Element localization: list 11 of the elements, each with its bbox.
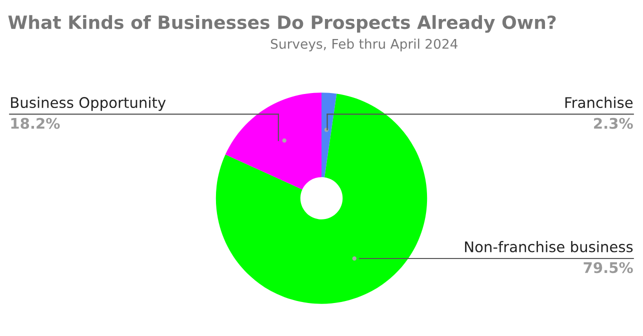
donut-slice — [322, 92, 337, 178]
chart-title: What Kinds of Businesses Do Prospects Already Own? — [8, 15, 556, 33]
slice-label: Non-franchise business — [465, 241, 633, 252]
donut-slice — [216, 94, 428, 304]
slice-label: Franchise — [565, 96, 633, 108]
donut-slice — [225, 92, 322, 190]
data-label: 2.3% — [594, 118, 633, 129]
text: Surveys, Feb thru April 2024 — [270, 38, 458, 52]
slice-label: Business Opportunity — [11, 96, 166, 111]
data-label: 79.5% — [584, 262, 633, 274]
data-label: 18.2% — [11, 118, 60, 129]
